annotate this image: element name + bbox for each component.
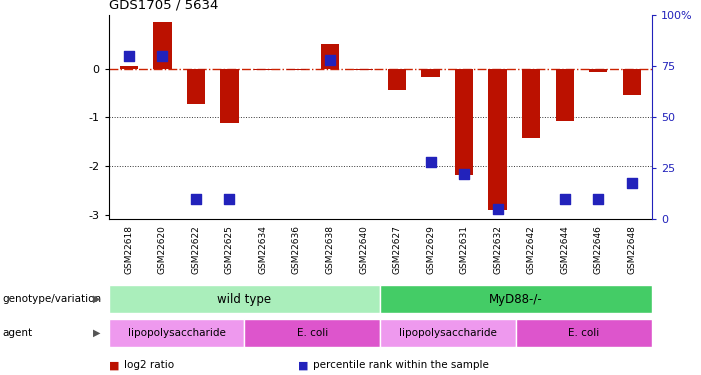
Bar bbox=[153, 22, 172, 69]
Text: GSM22625: GSM22625 bbox=[225, 225, 234, 274]
Text: lipopolysaccharide: lipopolysaccharide bbox=[400, 328, 497, 338]
Bar bbox=[421, 69, 440, 77]
Bar bbox=[109, 319, 245, 347]
Text: GSM22632: GSM22632 bbox=[494, 225, 502, 274]
Bar bbox=[455, 69, 473, 175]
Bar bbox=[381, 319, 516, 347]
Bar bbox=[220, 69, 238, 123]
Bar bbox=[287, 69, 306, 70]
Text: ▶: ▶ bbox=[93, 328, 100, 338]
Text: genotype/variation: genotype/variation bbox=[2, 294, 101, 304]
Point bbox=[224, 196, 235, 202]
Text: wild type: wild type bbox=[217, 292, 271, 306]
Bar bbox=[489, 69, 507, 210]
Text: GSM22631: GSM22631 bbox=[460, 225, 469, 274]
Point bbox=[190, 196, 201, 202]
Point bbox=[325, 57, 336, 63]
Text: GSM22648: GSM22648 bbox=[627, 225, 637, 274]
Bar bbox=[321, 44, 339, 69]
Text: GSM22646: GSM22646 bbox=[594, 225, 603, 274]
Point bbox=[592, 196, 604, 202]
Text: GSM22642: GSM22642 bbox=[526, 225, 536, 274]
Bar bbox=[589, 69, 608, 72]
Text: lipopolysaccharide: lipopolysaccharide bbox=[128, 328, 226, 338]
Text: GSM22627: GSM22627 bbox=[393, 225, 402, 274]
Text: GSM22644: GSM22644 bbox=[560, 225, 569, 274]
Text: E. coli: E. coli bbox=[297, 328, 328, 338]
Text: MyD88-/-: MyD88-/- bbox=[489, 292, 543, 306]
Text: E. coli: E. coli bbox=[569, 328, 599, 338]
Point bbox=[123, 53, 135, 59]
Bar bbox=[186, 69, 205, 104]
Point bbox=[157, 53, 168, 59]
Bar bbox=[522, 69, 540, 138]
Text: GSM22636: GSM22636 bbox=[292, 225, 301, 274]
Text: GSM22620: GSM22620 bbox=[158, 225, 167, 274]
Point bbox=[626, 180, 637, 186]
Text: agent: agent bbox=[2, 328, 32, 338]
Text: GSM22618: GSM22618 bbox=[124, 225, 133, 274]
Text: log2 ratio: log2 ratio bbox=[124, 360, 175, 370]
Text: GSM22634: GSM22634 bbox=[259, 225, 267, 274]
Point bbox=[559, 196, 571, 202]
Bar bbox=[388, 69, 407, 90]
Bar bbox=[622, 69, 641, 95]
Bar bbox=[120, 66, 138, 69]
Text: GSM22622: GSM22622 bbox=[191, 225, 200, 274]
Bar bbox=[254, 69, 272, 70]
Point bbox=[425, 159, 436, 165]
Text: GSM22638: GSM22638 bbox=[325, 225, 334, 274]
Text: GDS1705 / 5634: GDS1705 / 5634 bbox=[109, 0, 218, 11]
Bar bbox=[109, 285, 381, 313]
Text: percentile rank within the sample: percentile rank within the sample bbox=[313, 360, 489, 370]
Text: ▶: ▶ bbox=[93, 294, 100, 304]
Text: GSM22640: GSM22640 bbox=[359, 225, 368, 274]
Point bbox=[492, 206, 503, 212]
Point bbox=[458, 171, 470, 177]
Bar bbox=[516, 319, 652, 347]
Bar bbox=[555, 69, 574, 121]
Text: ■: ■ bbox=[298, 360, 308, 370]
Bar bbox=[381, 285, 652, 313]
Text: ■: ■ bbox=[109, 360, 119, 370]
Bar bbox=[245, 319, 381, 347]
Text: GSM22629: GSM22629 bbox=[426, 225, 435, 274]
